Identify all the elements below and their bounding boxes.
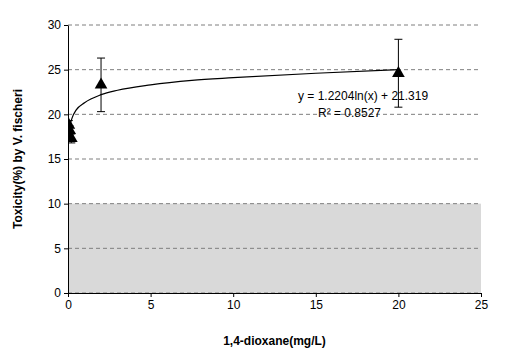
y-tick: 5 <box>54 242 68 256</box>
error-cap <box>97 111 105 112</box>
y-tick: 20 <box>48 108 68 122</box>
x-tick: 15 <box>310 293 324 312</box>
y-axis: 0 5 10 15 20 25 30 <box>48 18 69 300</box>
x-tick: 10 <box>227 293 241 312</box>
y-tick: 30 <box>48 18 68 32</box>
x-tick-label: 25 <box>475 298 489 312</box>
y-tick: 15 <box>48 152 68 166</box>
x-tick-mark <box>151 293 152 297</box>
y-tick-label: 0 <box>54 286 61 300</box>
grid-line <box>68 159 481 160</box>
y-tick-label: 10 <box>48 197 62 211</box>
x-tick: 20 <box>392 293 406 312</box>
y-tick-mark <box>64 204 68 205</box>
x-tick-label: 10 <box>227 298 241 312</box>
grid <box>68 25 481 293</box>
error-cap <box>68 142 75 143</box>
x-tick-label: 15 <box>310 298 324 312</box>
y-tick: 10 <box>48 197 68 211</box>
annotation: R² = 0.8527 <box>318 106 381 120</box>
x-tick: 0 <box>65 293 72 312</box>
grid-line <box>68 293 481 294</box>
y-axis-title: Toxicity(%) by V. fischeri <box>11 89 25 229</box>
y-tick-label: 20 <box>48 108 62 122</box>
y-tick: 0 <box>54 286 68 300</box>
y-tick-mark <box>64 114 68 115</box>
error-cap <box>394 107 402 108</box>
x-tick-mark <box>481 293 482 297</box>
x-axis-line <box>69 293 482 294</box>
y-tick-label: 25 <box>48 63 62 77</box>
x-tick-mark <box>398 293 399 297</box>
x-tick: 5 <box>148 293 155 312</box>
error-cap <box>97 58 105 59</box>
point <box>95 78 108 89</box>
grid-line <box>68 25 481 26</box>
x-tick-label: 0 <box>65 298 72 312</box>
x-axis-title: 1,4-dioxane(mg/L) <box>223 334 326 348</box>
shaded-band <box>68 204 481 293</box>
y-tick: 25 <box>48 63 68 77</box>
x-tick-mark <box>68 293 69 297</box>
x-tick-label: 20 <box>392 298 406 312</box>
y-tick-mark <box>64 248 68 249</box>
y-tick-label: 15 <box>48 152 62 166</box>
y-tick-mark <box>64 25 68 26</box>
annotation: y = 1.2204ln(x) + 21.319 <box>298 89 428 103</box>
y-axis-line <box>68 26 69 294</box>
grid-line <box>68 248 481 249</box>
grid-line <box>68 203 481 204</box>
y-tick-mark <box>64 159 68 160</box>
x-tick-mark <box>316 293 317 297</box>
y-tick-mark <box>64 293 68 294</box>
grid-line <box>68 69 481 70</box>
plot: 0 5 10 15 20 25 0 5 10 15 20 25 30 <box>48 18 489 311</box>
x-axis: 0 5 10 15 20 25 <box>65 293 488 312</box>
grid-line <box>68 114 481 115</box>
y-tick-mark <box>64 70 68 71</box>
chart: 0 5 10 15 20 25 0 5 10 15 20 25 30 y = 1.2204ln(x) + … <box>0 0 505 355</box>
error-cap <box>394 39 402 40</box>
x-tick-label: 5 <box>148 298 155 312</box>
x-tick-mark <box>233 293 234 297</box>
x-tick: 25 <box>475 293 489 312</box>
point <box>392 66 405 77</box>
y-tick-label: 30 <box>48 18 62 32</box>
y-tick-label: 5 <box>54 242 61 256</box>
